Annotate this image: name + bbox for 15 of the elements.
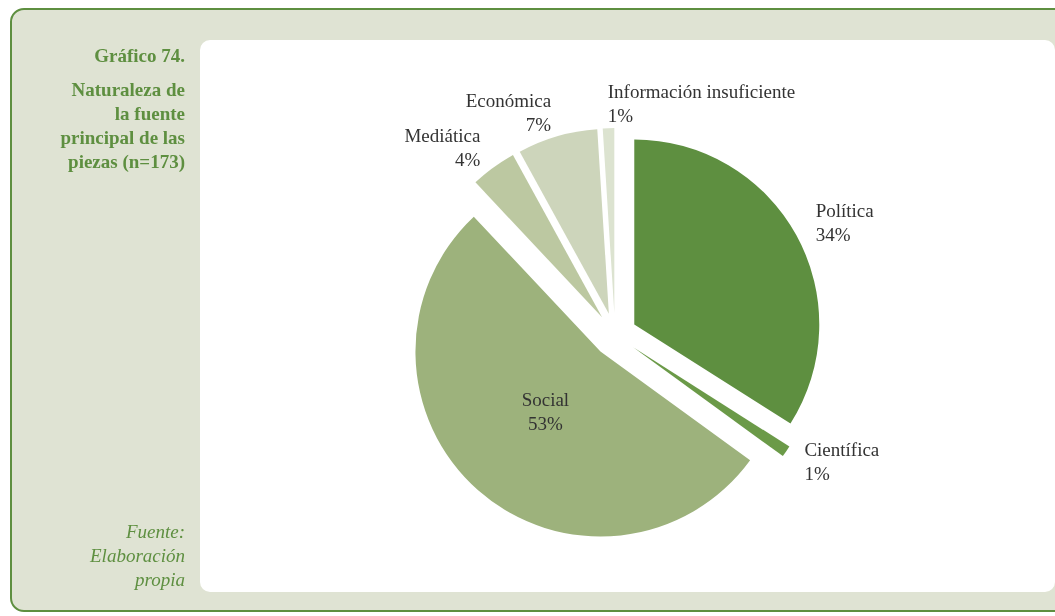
data-label: 34% bbox=[815, 223, 851, 245]
data-label: 53% bbox=[527, 412, 563, 434]
slice-label: Información insuficiente bbox=[607, 81, 796, 103]
data-label: 4% bbox=[455, 148, 481, 170]
slice-label: Mediática bbox=[404, 124, 481, 146]
data-label: 1% bbox=[607, 105, 634, 127]
text: Gráfico 74. bbox=[93, 44, 185, 68]
source-note: Fuente: Elaboración propia bbox=[89, 520, 185, 592]
slice-label: Social bbox=[521, 388, 570, 410]
slice-label: Científica bbox=[804, 438, 880, 460]
text: Naturaleza de la fuente principal de las piezas (n=173) bbox=[60, 78, 185, 174]
data-label: 7% bbox=[525, 114, 552, 136]
slice-label: Económica bbox=[465, 90, 552, 112]
data-label: 1% bbox=[804, 462, 830, 484]
slice-label: Política bbox=[815, 199, 875, 221]
